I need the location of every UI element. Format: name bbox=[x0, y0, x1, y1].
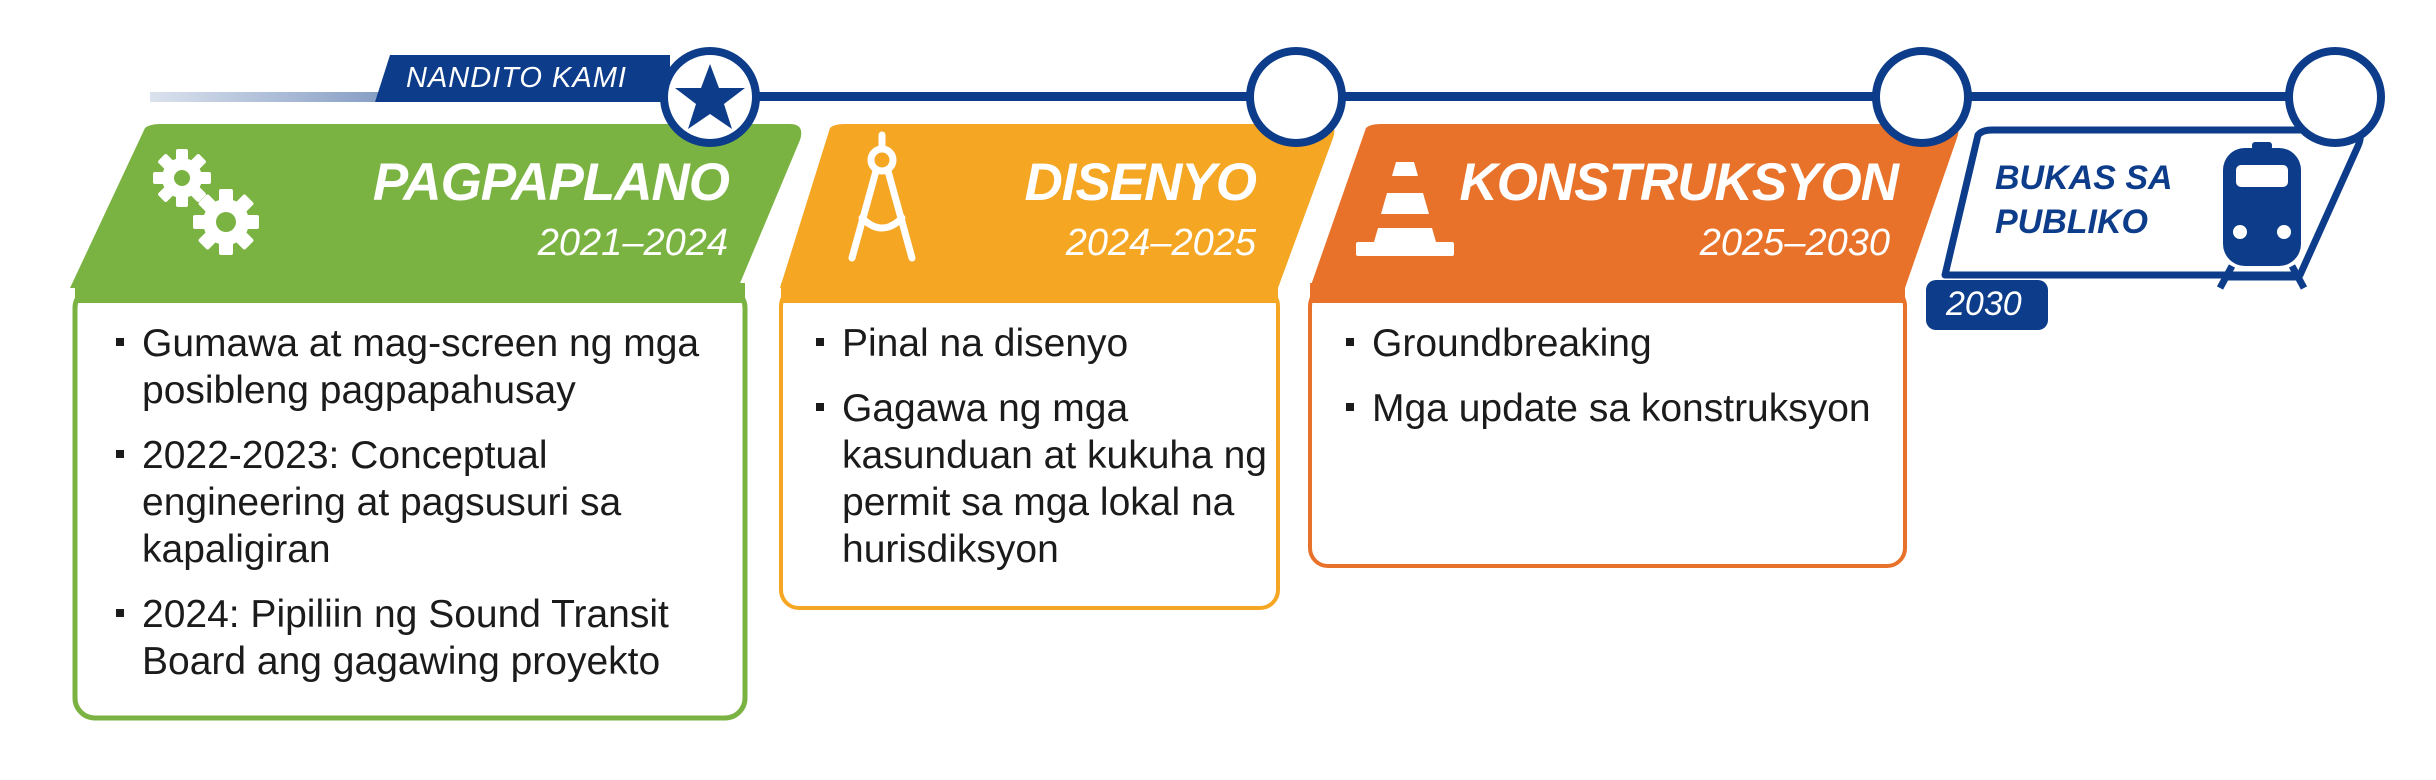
construction-title: KONSTRUKSYON bbox=[1459, 153, 1899, 212]
planning-bullets: Gumawa at mag-screen ng mga posibleng pa… bbox=[112, 320, 732, 703]
train-icon bbox=[2216, 142, 2308, 290]
here-tag bbox=[375, 55, 670, 102]
list-item: Mga update sa konstruksyon bbox=[1342, 385, 1892, 432]
open-year: 2030 bbox=[1946, 285, 2022, 323]
list-item: 2024: Pipiliin ng Sound Transit Board an… bbox=[112, 591, 732, 685]
open-year-tag bbox=[1926, 280, 2048, 330]
star-icon bbox=[675, 64, 745, 129]
design-header-shape bbox=[780, 124, 1335, 288]
list-item: 2022-2023: Conceptual engineering at pag… bbox=[112, 432, 732, 573]
compass-icon bbox=[848, 131, 916, 262]
construction-station-marker bbox=[1872, 47, 1972, 147]
planning-dates: 2021–2024 bbox=[537, 222, 728, 264]
list-item: Pinal na disenyo bbox=[812, 320, 1272, 367]
here-label: NANDITO KAMI bbox=[406, 62, 627, 94]
traffic-cone-icon bbox=[1356, 162, 1454, 256]
design-bullets: Pinal na disenyo Gagawa ng mga kasunduan… bbox=[812, 320, 1272, 591]
list-item: Gumawa at mag-screen ng mga posibleng pa… bbox=[112, 320, 732, 414]
construction-bullets: Groundbreaking Mga update sa konstruksyo… bbox=[1342, 320, 1892, 450]
design-dates: 2024–2025 bbox=[1065, 222, 1256, 264]
open-label-line2: PUBLIKO bbox=[1995, 203, 2148, 241]
open-station-marker bbox=[2285, 47, 2385, 147]
list-item: Gagawa ng mga kasunduan at kukuha ng per… bbox=[812, 385, 1272, 573]
open-label-line1: BUKAS SA bbox=[1995, 159, 2173, 197]
timeline-track bbox=[700, 92, 2380, 101]
design-title: DISENYO bbox=[1024, 153, 1257, 212]
construction-dates: 2025–2030 bbox=[1699, 222, 1890, 264]
planning-header-shape bbox=[70, 124, 802, 288]
list-item: Groundbreaking bbox=[1342, 320, 1892, 367]
planning-title: PAGPAPLANO bbox=[372, 153, 730, 212]
gears-icon bbox=[153, 149, 259, 255]
design-station-marker bbox=[1246, 47, 1346, 147]
construction-header-shape bbox=[1310, 124, 1959, 288]
